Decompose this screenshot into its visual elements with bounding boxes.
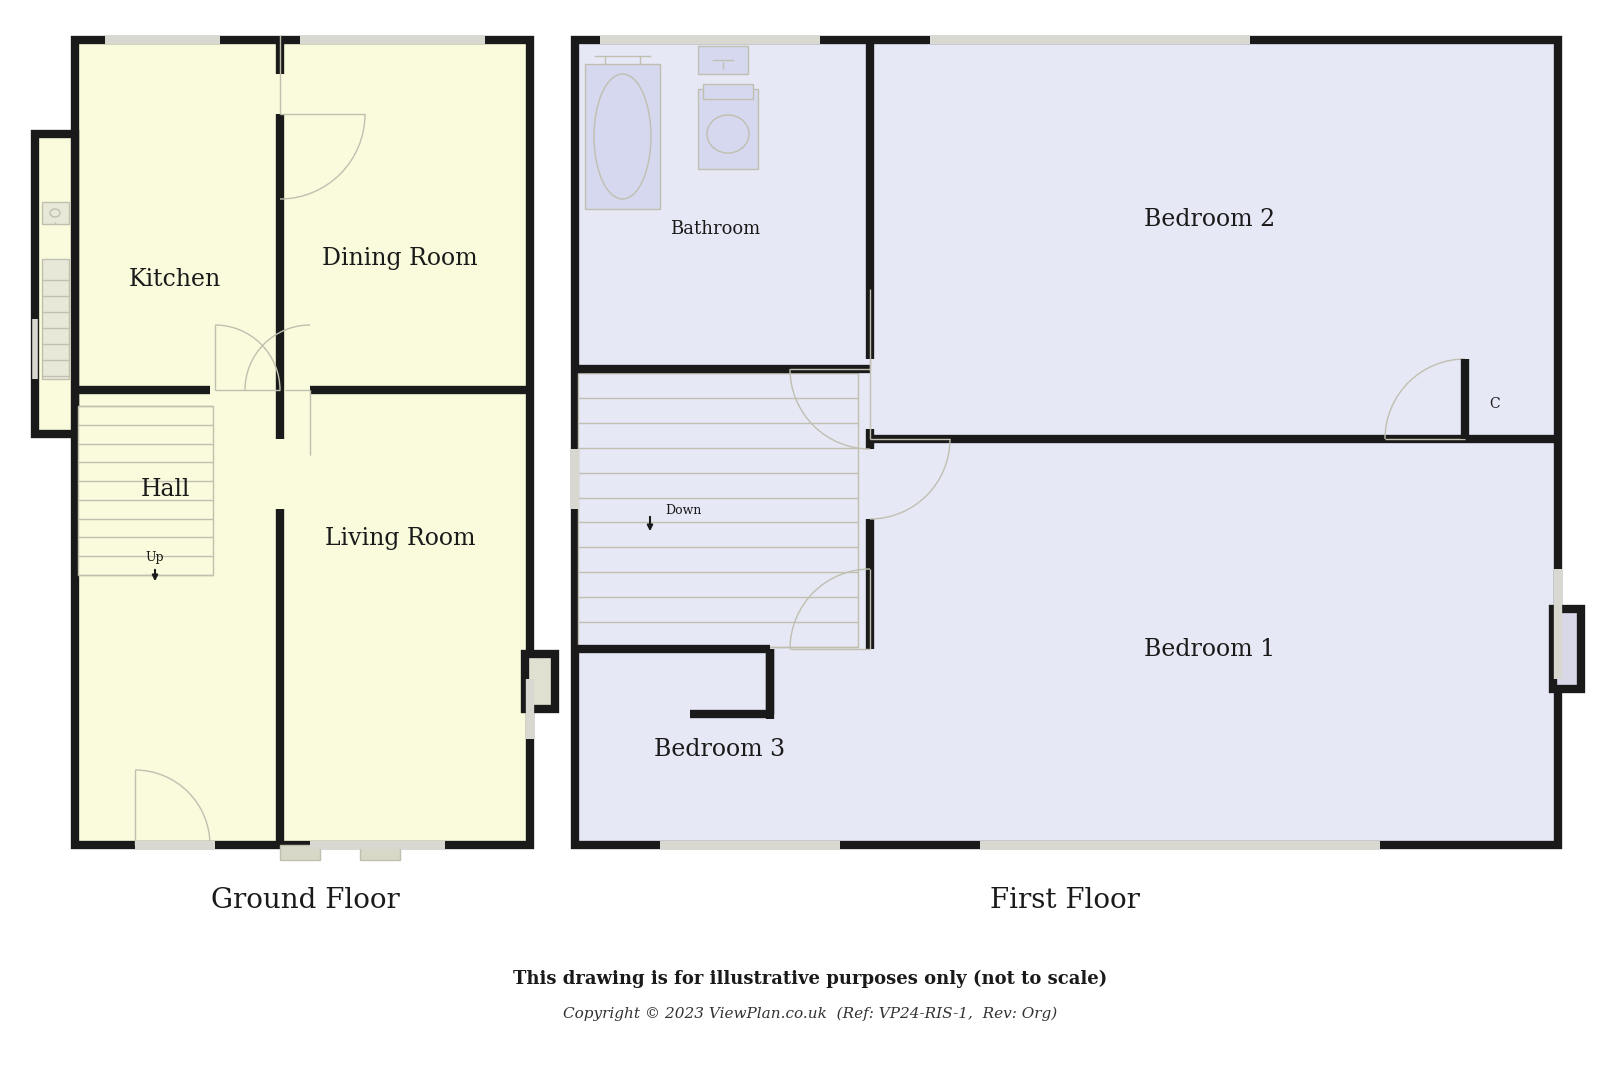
Bar [78, 406, 212, 575]
Bar [360, 845, 400, 860]
Bar [42, 259, 70, 379]
Text: Up: Up [146, 551, 164, 564]
Bar [698, 88, 758, 169]
Text: Bedroom 1: Bedroom 1 [1144, 638, 1275, 660]
Text: Ground Floor: Ground Floor [211, 888, 400, 915]
Text: This drawing is for illustrative purposes only (not to scale): This drawing is for illustrative purpose… [514, 970, 1106, 988]
Text: Hall: Hall [141, 478, 190, 501]
Text: Dining Room: Dining Room [322, 247, 478, 271]
Text: Copyright © 2023 ViewPlan.co.uk  (Ref: VP24-RIS-1,  Rev: Org): Copyright © 2023 ViewPlan.co.uk (Ref: VP… [562, 1007, 1058, 1021]
Bar [578, 373, 859, 647]
Text: Bathroom: Bathroom [671, 220, 760, 238]
Bar [575, 40, 1558, 845]
Bar [42, 202, 70, 224]
Text: First Floor: First Floor [990, 888, 1140, 915]
Text: C: C [1490, 397, 1500, 411]
Bar [36, 134, 75, 434]
Text: Living Room: Living Room [324, 528, 475, 550]
Bar [585, 64, 659, 209]
Text: Bedroom 3: Bedroom 3 [654, 738, 786, 761]
Text: Kitchen: Kitchen [130, 268, 220, 290]
Bar [525, 654, 556, 709]
Text: Down: Down [664, 505, 701, 518]
Bar [703, 84, 753, 99]
Bar [698, 46, 748, 74]
Bar [280, 845, 321, 860]
Text: Bedroom 2: Bedroom 2 [1144, 207, 1275, 231]
Bar [75, 40, 530, 845]
Bar [1554, 609, 1581, 689]
